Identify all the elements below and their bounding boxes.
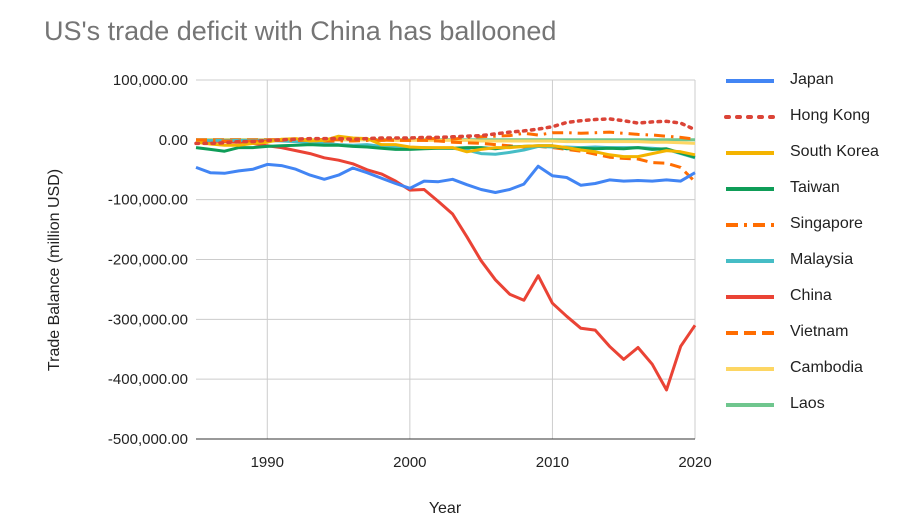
legend-swatch [726,223,774,227]
y-tick-label: -400,000.00 [108,371,188,388]
legend-swatch [726,259,774,263]
y-tick-label: -200,000.00 [108,252,188,269]
legend-label: Hong Kong [790,107,871,124]
series-line-japan [195,162,696,194]
legend-label: Laos [790,395,825,412]
legend-item-singapore: Singapore [724,208,900,244]
chart-title: US's trade deficit with China has balloo… [44,16,557,46]
legend-swatch [726,295,774,299]
x-tick-label: 2020 [678,454,711,471]
x-axis-ticks: 1990 2000 2010 2020 [251,454,712,471]
legend-swatch [726,403,774,407]
legend-item-japan: Japan [724,64,900,100]
legend-swatch [726,367,774,371]
legend-swatch [726,331,774,335]
y-tick-label: -100,000.00 [108,192,188,209]
legend-swatch [724,115,776,119]
legend-item-china: China [724,280,900,316]
x-tick-label: 2000 [393,454,426,471]
y-tick-label: -300,000.00 [108,311,188,328]
legend-item-cambodia: Cambodia [724,352,900,388]
legend-item-laos: Laos [724,388,900,424]
series-line-vietnam [196,138,697,183]
y-axis-ticks: 100,000.00 0.00 -100,000.00 -200,000.00 -300… [108,72,188,448]
x-tick-label: 1990 [251,454,284,471]
y-tick-label: 0.00 [159,132,188,149]
y-tick-label: -500,000.00 [108,431,188,448]
legend-label: Cambodia [790,359,863,376]
legend-swatch [726,187,774,191]
legend-item-south-korea: South Korea [724,136,900,172]
series-line-hong-kong [194,117,697,146]
legend-swatch [726,79,774,83]
legend-swatch [726,151,774,155]
legend-label: China [790,287,832,304]
legend-label: Japan [790,71,834,88]
legend-label: Malaysia [790,251,854,268]
legend-label: Taiwan [790,179,840,196]
legend-label: South Korea [790,143,879,160]
legend-item-vietnam: Vietnam [724,316,900,352]
x-axis-title: Year [429,500,462,517]
legend-item-taiwan: Taiwan [724,172,900,208]
legend-label: Singapore [790,215,863,232]
legend-label: Vietnam [790,323,849,340]
legend-item-hong-kong: Hong Kong [724,100,900,136]
legend: Japan Hong Kong South Korea Taiwan Singapore… [724,64,900,424]
y-axis-title: Trade Balance (million USD) [46,169,63,371]
series-lines [194,117,697,392]
legend-item-malaysia: Malaysia [724,244,900,280]
x-tick-label: 2010 [536,454,569,471]
y-tick-label: 100,000.00 [113,72,188,89]
series-line-china [195,138,697,392]
